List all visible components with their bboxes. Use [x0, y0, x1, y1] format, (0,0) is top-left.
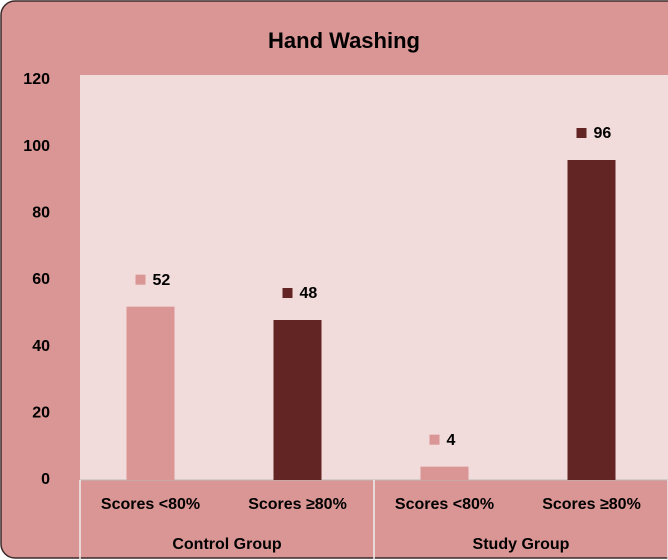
- data-label: 48: [300, 285, 318, 302]
- data-label: 4: [447, 432, 456, 449]
- data-label-marker: [429, 434, 440, 445]
- y-tick-label: 60: [32, 271, 50, 288]
- x-tick-label: Scores <80%: [101, 496, 200, 513]
- x-tick-label: Scores ≥80%: [542, 496, 641, 513]
- x-tick-label: Scores <80%: [395, 496, 494, 513]
- y-tick-label: 0: [41, 471, 50, 488]
- chart-title: Hand Washing: [268, 28, 420, 53]
- data-label-marker: [135, 274, 146, 285]
- group-label: Control Group: [172, 536, 282, 553]
- y-tick-label: 20: [32, 405, 50, 422]
- data-label-marker: [576, 128, 587, 138]
- y-tick-label: 40: [32, 338, 50, 355]
- y-tick-label: 80: [32, 205, 50, 222]
- bar: [273, 320, 322, 480]
- data-label-marker: [282, 288, 293, 298]
- bar: [420, 466, 469, 480]
- x-tick-label: Scores ≥80%: [248, 496, 347, 513]
- data-label: 52: [153, 272, 171, 289]
- y-tick-label: 100: [23, 138, 50, 155]
- bar: [567, 160, 616, 480]
- bar: [126, 306, 175, 480]
- group-label: Study Group: [473, 536, 570, 553]
- data-label: 96: [594, 125, 612, 142]
- y-tick-label: 120: [23, 71, 50, 88]
